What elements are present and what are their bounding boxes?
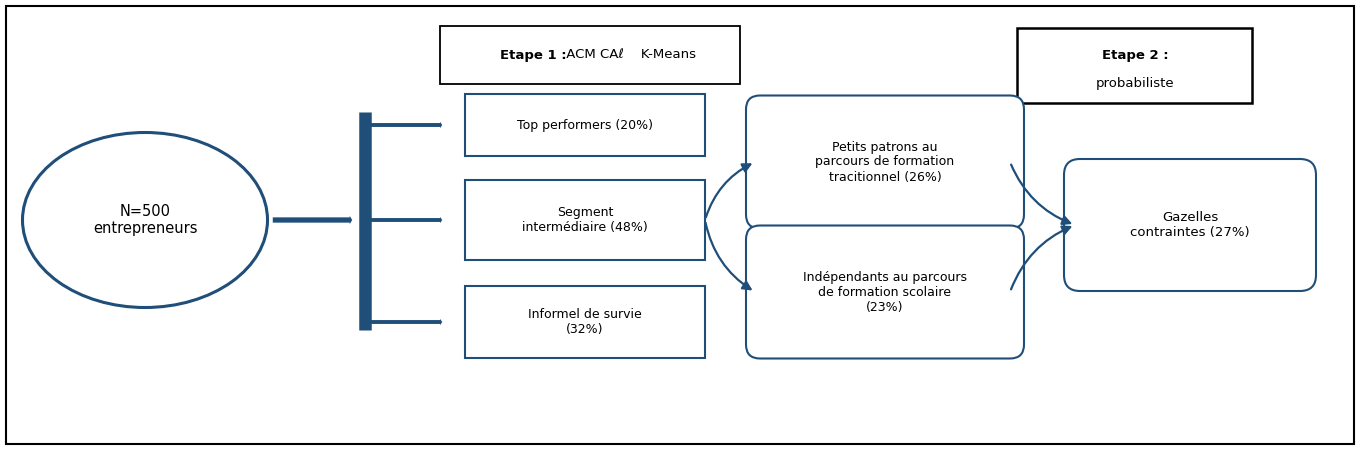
FancyBboxPatch shape bbox=[465, 94, 704, 156]
FancyBboxPatch shape bbox=[465, 286, 704, 358]
Text: Indépendants au parcours
de formation scolaire
(23%): Indépendants au parcours de formation sc… bbox=[802, 270, 967, 314]
Text: Etape 1 :: Etape 1 : bbox=[500, 49, 567, 62]
Text: Etape 2 :: Etape 2 : bbox=[1102, 49, 1168, 62]
Text: N=500
entrepreneurs: N=500 entrepreneurs bbox=[92, 204, 197, 236]
Text: ACM CAℓ    K-Means: ACM CAℓ K-Means bbox=[562, 49, 696, 62]
FancyBboxPatch shape bbox=[1064, 159, 1316, 291]
Ellipse shape bbox=[23, 132, 268, 307]
Text: Segment
intermédiaire (48%): Segment intermédiaire (48%) bbox=[522, 206, 647, 234]
FancyBboxPatch shape bbox=[465, 180, 704, 260]
FancyBboxPatch shape bbox=[747, 95, 1024, 229]
Text: probabiliste: probabiliste bbox=[1096, 76, 1174, 90]
Text: Gazelles
contraintes (27%): Gazelles contraintes (27%) bbox=[1130, 211, 1250, 239]
FancyBboxPatch shape bbox=[441, 26, 740, 84]
Text: Informel de survie
(32%): Informel de survie (32%) bbox=[528, 308, 642, 336]
FancyBboxPatch shape bbox=[747, 225, 1024, 359]
FancyBboxPatch shape bbox=[1017, 27, 1253, 103]
Text: Petits patrons au
parcours de formation
tracitionnel (26%): Petits patrons au parcours de formation … bbox=[816, 140, 955, 184]
Text: Top performers (20%): Top performers (20%) bbox=[517, 118, 653, 131]
